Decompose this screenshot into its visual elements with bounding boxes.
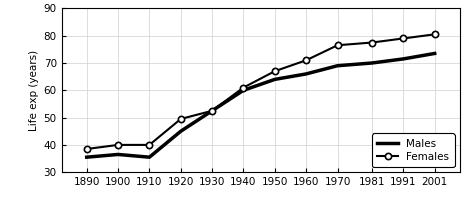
Males <box>209 110 215 112</box>
Females <box>146 144 152 146</box>
Line: Females: Females <box>83 31 438 152</box>
Females <box>115 144 121 146</box>
Females <box>432 33 438 36</box>
Females <box>303 59 309 62</box>
Males <box>178 130 183 133</box>
Females <box>178 118 183 120</box>
Males <box>84 156 90 158</box>
Females <box>84 148 90 150</box>
Males <box>146 156 152 158</box>
Females <box>335 44 340 47</box>
Females <box>369 41 375 44</box>
Males <box>241 89 246 92</box>
Males <box>369 62 375 64</box>
Males <box>432 52 438 55</box>
Males <box>401 58 406 60</box>
Males <box>303 73 309 75</box>
Line: Males: Males <box>87 54 435 157</box>
Females <box>401 37 406 40</box>
Males <box>272 78 278 81</box>
Females <box>272 70 278 72</box>
Females <box>209 110 215 112</box>
Legend: Males, Females: Males, Females <box>372 133 455 167</box>
Y-axis label: Life exp (years): Life exp (years) <box>29 50 39 131</box>
Males <box>335 64 340 67</box>
Females <box>241 86 246 89</box>
Males <box>115 153 121 156</box>
